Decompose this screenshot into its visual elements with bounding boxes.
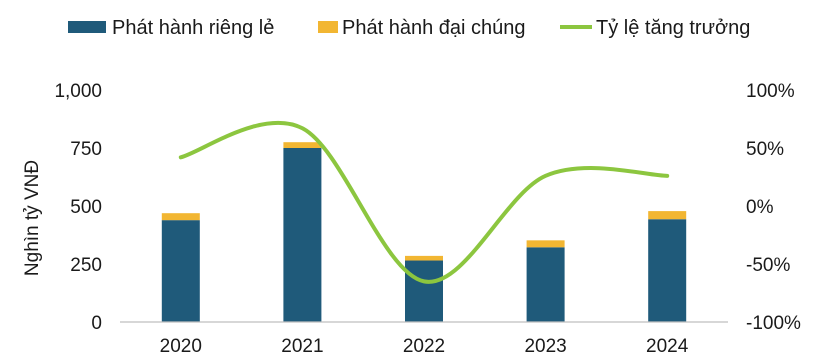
right-tick-label-50-: 50%	[746, 139, 784, 160]
x-tick-label-2022: 2022	[403, 336, 445, 357]
left-tick-label-0: 0	[91, 313, 102, 334]
legend-label-1: Phát hành đại chúng	[342, 17, 526, 39]
bar-dai-chung-2020	[161, 213, 200, 221]
x-axis-ticks: 2020 2021 2022 2023 2024	[160, 336, 689, 357]
left-tick-label-1-000: 1,000	[54, 81, 102, 102]
legend-item-1: Phát hành đại chúng	[318, 17, 526, 39]
bar-rieng-le-2021	[283, 148, 322, 322]
bar-dai-chung-2021	[283, 142, 322, 148]
left-axis-ticks: 0 250 500 750 1,000	[54, 81, 102, 334]
x-tick-label-2021: 2021	[281, 336, 323, 357]
bar-rieng-le-2023	[526, 247, 565, 322]
legend-label-2: Tỷ lệ tăng trưởng	[596, 17, 750, 39]
right-tick-label-0-: 0%	[746, 197, 774, 218]
x-tick-label-2020: 2020	[160, 336, 202, 357]
right-tick-label--100-: -100%	[746, 313, 801, 334]
bar-rieng-le-2020	[161, 220, 200, 322]
bar-dai-chung-2022	[405, 255, 443, 261]
left-tick-label-750: 750	[70, 139, 102, 160]
bar-rieng-le-2024	[648, 219, 687, 322]
line-layer	[178, 120, 670, 284]
left-tick-label-250: 250	[70, 255, 102, 276]
bar-dai-chung-2023	[526, 240, 565, 248]
legend-item-0: Phát hành riêng lẻ	[68, 17, 274, 39]
right-tick-label-100-: 100%	[746, 81, 795, 102]
legend-item-2: Tỷ lệ tăng trưởng	[560, 17, 750, 39]
bar-rieng-le-2022	[405, 260, 443, 322]
legend: Phát hành riêng lẻ Phát hành đại chúng Tỷ …	[68, 17, 750, 39]
legend-swatch-0	[68, 21, 106, 33]
right-tick-label--50-: -50%	[746, 255, 790, 276]
legend-swatch-1	[318, 21, 338, 33]
bars	[161, 142, 687, 322]
right-axis-ticks: -100% -50% 0% 50% 100%	[746, 81, 801, 334]
y-axis-title: Nghìn tỷ VNĐ	[22, 160, 43, 276]
x-tick-label-2024: 2024	[646, 336, 689, 357]
x-tick-label-2023: 2023	[524, 336, 566, 357]
bar-dai-chung-2024	[648, 211, 687, 220]
left-tick-label-500: 500	[70, 197, 102, 218]
legend-label-0: Phát hành riêng lẻ	[112, 17, 274, 39]
